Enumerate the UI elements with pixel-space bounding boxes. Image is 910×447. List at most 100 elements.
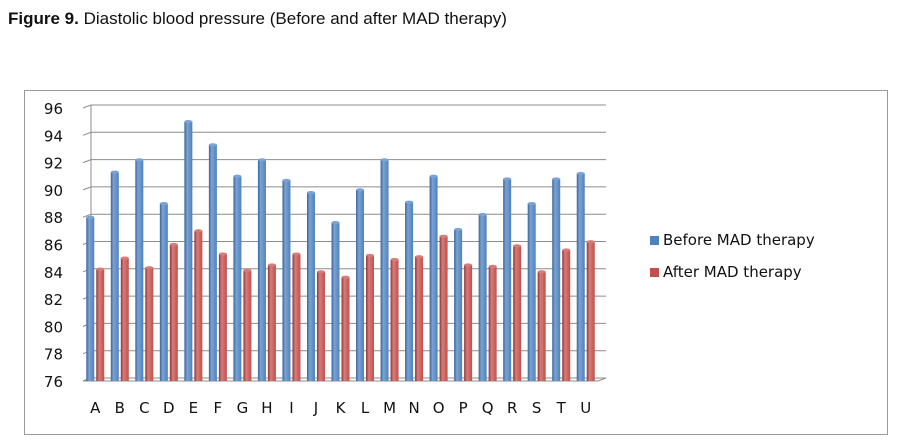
bar-after-top bbox=[120, 256, 129, 260]
figure-title: Figure 9. Diastolic blood pressure (Befo… bbox=[8, 9, 507, 29]
bar-after bbox=[341, 277, 350, 381]
y-tick-label: 82 bbox=[44, 291, 63, 309]
bar-before bbox=[135, 159, 144, 381]
bar-before-top bbox=[380, 158, 389, 162]
bar-before-top bbox=[331, 221, 340, 225]
x-tick-label: K bbox=[336, 399, 347, 417]
bar-before-top bbox=[306, 191, 315, 195]
bar-after bbox=[488, 266, 497, 381]
x-tick-label: I bbox=[289, 399, 293, 417]
x-tick-label: R bbox=[507, 399, 517, 417]
bar-after bbox=[586, 241, 595, 381]
x-tick-label: E bbox=[189, 399, 198, 417]
bar-after-top bbox=[562, 248, 571, 252]
bar-after-top bbox=[194, 229, 203, 233]
gridline bbox=[82, 104, 606, 109]
bar-after-top bbox=[292, 252, 301, 256]
chart-floor-edge bbox=[83, 377, 607, 382]
bar-after bbox=[145, 267, 154, 381]
legend-item-after: After MAD therapy bbox=[650, 262, 815, 282]
bar-before-top bbox=[454, 227, 463, 232]
bar-after bbox=[513, 245, 522, 381]
bar-before-top bbox=[429, 174, 438, 178]
y-tick-label: 86 bbox=[44, 237, 63, 255]
bar-before bbox=[331, 222, 340, 381]
x-tick-label: S bbox=[532, 399, 542, 417]
bar-after-top bbox=[218, 252, 227, 256]
x-tick-label: F bbox=[214, 399, 223, 417]
bar-after-top bbox=[488, 264, 497, 268]
bar-after bbox=[267, 264, 276, 381]
x-tick-label: B bbox=[115, 399, 125, 417]
gridline bbox=[82, 186, 606, 191]
bar-before-top bbox=[405, 200, 414, 204]
bar-before-top bbox=[208, 143, 217, 147]
x-tick-label: Q bbox=[482, 399, 494, 417]
x-tick-label: J bbox=[313, 399, 318, 417]
legend-item-before: Before MAD therapy bbox=[650, 230, 815, 250]
bar-after-top bbox=[586, 240, 595, 244]
bar-before bbox=[454, 229, 463, 381]
legend-swatch-before bbox=[650, 235, 659, 245]
bar-before-top bbox=[527, 201, 536, 206]
bar-before bbox=[208, 144, 217, 381]
y-tick-label: 80 bbox=[44, 318, 63, 336]
bar-after bbox=[194, 230, 203, 381]
legend-label-after: After MAD therapy bbox=[663, 263, 802, 281]
bar-before bbox=[576, 173, 585, 381]
x-tick-label: H bbox=[261, 399, 272, 417]
bar-after bbox=[537, 271, 546, 381]
y-tick-label: 92 bbox=[44, 155, 63, 173]
bar-after bbox=[415, 256, 424, 381]
bar-after bbox=[96, 269, 105, 381]
x-tick-label: T bbox=[556, 399, 567, 417]
bar-before bbox=[159, 203, 168, 381]
bar-before bbox=[282, 180, 291, 381]
bar-before bbox=[86, 217, 95, 381]
chart-legend: Before MAD therapy After MAD therapy bbox=[650, 230, 815, 294]
x-tick-label: A bbox=[90, 399, 101, 417]
bar-after bbox=[390, 259, 399, 381]
bar-after-top bbox=[145, 266, 154, 270]
legend-label-before: Before MAD therapy bbox=[663, 231, 815, 249]
bar-after-top bbox=[390, 257, 399, 262]
x-tick-label: G bbox=[237, 399, 249, 417]
x-tick-label: C bbox=[139, 399, 149, 417]
figure-label: Figure 9. bbox=[8, 9, 79, 28]
bar-before bbox=[306, 192, 315, 381]
bar-before bbox=[380, 159, 389, 381]
bar-before-top bbox=[86, 215, 95, 219]
x-tick-label: L bbox=[361, 399, 370, 417]
bar-before bbox=[233, 176, 242, 381]
bar-before-top bbox=[233, 174, 242, 178]
bar-before bbox=[110, 172, 119, 381]
bar-after-top bbox=[439, 234, 448, 238]
bar-before-top bbox=[184, 120, 193, 124]
figure-caption: Diastolic blood pressure (Before and aft… bbox=[83, 9, 507, 28]
bar-after-top bbox=[366, 253, 375, 258]
x-tick-label: P bbox=[459, 399, 468, 417]
bar-before-top bbox=[135, 158, 144, 162]
x-tick-label: N bbox=[408, 399, 419, 417]
bar-after bbox=[120, 258, 129, 381]
bar-before bbox=[405, 202, 414, 381]
bar-after-top bbox=[96, 267, 105, 271]
bar-after bbox=[366, 255, 375, 381]
gridline bbox=[82, 159, 606, 164]
y-tick-label: 78 bbox=[44, 346, 63, 364]
bar-before-top bbox=[478, 212, 487, 217]
x-tick-label: O bbox=[433, 399, 445, 417]
x-tick-label: D bbox=[163, 399, 175, 417]
bar-before bbox=[257, 159, 266, 381]
bar-after-top bbox=[341, 275, 350, 279]
bar-after-top bbox=[415, 255, 424, 259]
bar-after-top bbox=[267, 263, 276, 267]
y-tick-label: 90 bbox=[44, 182, 63, 200]
bar-before bbox=[184, 121, 193, 382]
bar-after bbox=[562, 249, 571, 381]
bar-after-top bbox=[243, 268, 252, 273]
bar-after-top bbox=[316, 270, 325, 274]
legend-swatch-after bbox=[650, 267, 659, 277]
bar-before bbox=[552, 178, 561, 381]
bar-before-top bbox=[282, 178, 291, 182]
